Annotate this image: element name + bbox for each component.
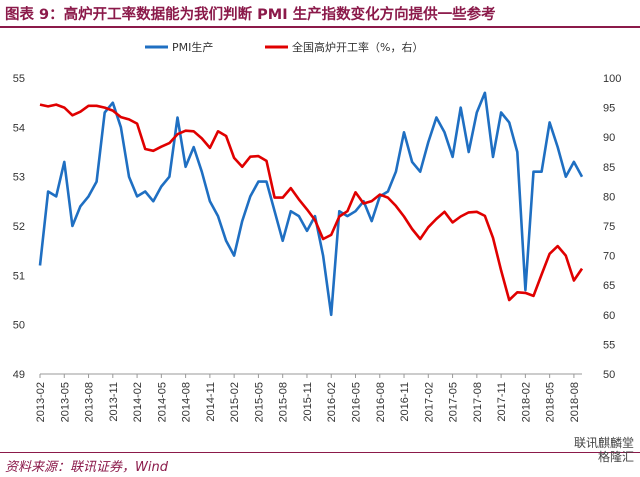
x-tick-label: 2017-05 [448, 382, 460, 422]
y-left-tick-label: 53 [13, 172, 25, 184]
y-left-tick-label: 52 [13, 221, 25, 233]
x-tick-label: 2018-02 [520, 382, 532, 422]
x-tick-label: 2015-08 [278, 382, 290, 422]
chart-title: 图表 9：高炉开工率数据能为我们判断 PMI 生产指数变化方向提供一些参考 [5, 7, 496, 23]
y-right-tick-label: 50 [603, 369, 615, 381]
x-tick-label: 2013-11 [108, 382, 120, 422]
y-right-tick-label: 70 [603, 251, 615, 263]
y-right-tick-label: 60 [603, 310, 615, 322]
x-tick-label: 2016-02 [326, 382, 338, 422]
x-tick-label: 2018-08 [569, 382, 581, 422]
y-right-tick-label: 85 [603, 162, 615, 174]
x-tick-label: 2016-08 [375, 382, 387, 422]
title-divider [0, 26, 640, 28]
x-tick-label: 2017-02 [423, 382, 435, 422]
series-line-blast-furnace [39, 103, 584, 302]
watermark-line1: 联讯麒麟堂 [573, 436, 634, 450]
source-note: 资料来源：联讯证券，Wind [5, 460, 168, 475]
y-right-tick-label: 75 [603, 221, 615, 233]
chart-legend: PMI生产 全国高炉开工率（%，右） [145, 40, 423, 54]
y-right-tick-label: 80 [603, 191, 615, 203]
x-tick-label: 2014-05 [156, 382, 168, 422]
y-right-tick-label: 90 [603, 132, 615, 144]
y-left-tick-label: 54 [13, 122, 25, 134]
x-tick-label: 2013-08 [84, 382, 96, 422]
x-tick-label: 2017-11 [496, 382, 508, 422]
x-tick-label: 2015-11 [302, 382, 314, 422]
x-tick-label: 2014-08 [181, 382, 193, 422]
x-tick-label: 2018-05 [545, 382, 557, 422]
x-tick-label: 2017-08 [472, 382, 484, 422]
y-right-tick-label: 100 [603, 73, 621, 85]
x-tick-label: 2013-05 [59, 382, 71, 422]
x-tick-label: 2014-11 [205, 382, 217, 422]
y-left-tick-label: 49 [13, 369, 25, 381]
x-tick-label: 2013-02 [35, 382, 47, 422]
y-right-tick-label: 95 [603, 103, 615, 115]
legend-label-pmi: PMI生产 [172, 40, 213, 54]
y-left-tick-label: 50 [13, 320, 25, 332]
y-right-tick-label: 55 [603, 339, 615, 351]
line-chart: 49 50 51 52 53 54 55 50 55 60 65 70 75 80 85 90 95 100 201… [13, 40, 622, 422]
watermark: 联讯麒麟堂 格隆汇 [574, 436, 634, 464]
chart-axes: 49 50 51 52 53 54 55 50 55 60 65 70 75 80 85 90 95 100 201… [13, 73, 622, 422]
y-right-tick-label: 65 [603, 280, 615, 292]
series-line-pmi [38, 91, 584, 317]
x-tick-label: 2016-11 [399, 382, 411, 422]
y-left-tick-label: 51 [13, 270, 25, 282]
x-tick-label: 2015-02 [229, 382, 241, 422]
chart-series [38, 91, 584, 317]
x-tick-label: 2016-05 [350, 382, 362, 422]
watermark-line2: 格隆汇 [597, 450, 634, 464]
y-left-tick-label: 55 [13, 73, 25, 85]
footer-divider [0, 452, 640, 453]
legend-label-blast: 全国高炉开工率（%，右） [292, 40, 423, 54]
x-tick-label: 2014-02 [132, 382, 144, 422]
x-tick-label: 2015-05 [253, 382, 265, 422]
